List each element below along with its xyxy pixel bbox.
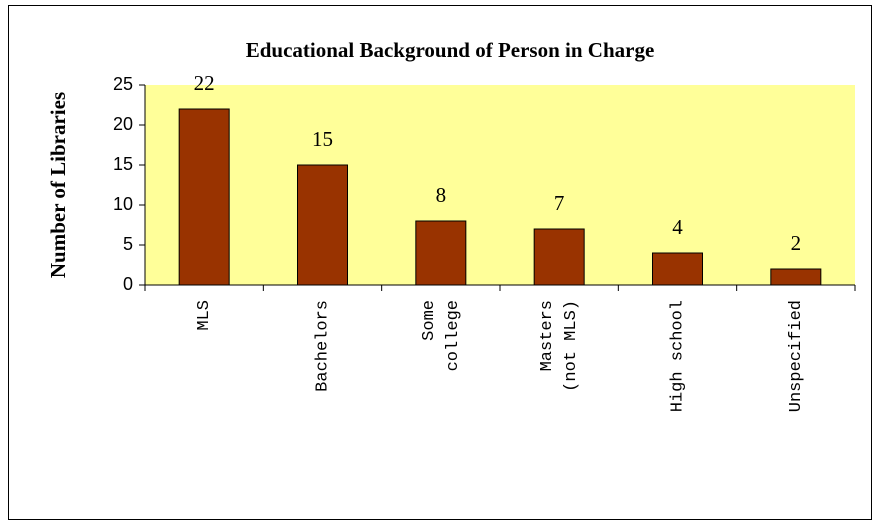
y-label-clip: Number of Libraries	[46, 92, 70, 278]
y-tick-label: 10	[113, 194, 133, 214]
y-tick-label: 15	[113, 154, 133, 174]
value-label: 7	[554, 191, 565, 215]
value-label: 4	[672, 215, 683, 239]
bar	[178, 108, 230, 286]
x-tick-label-line: (not MLS)	[563, 300, 582, 392]
bar	[297, 164, 348, 286]
x-tick-label-line: Bachelors	[314, 300, 333, 392]
x-tick-label: Some college	[420, 300, 463, 371]
value-label: 22	[194, 71, 215, 95]
y-axis-label: Number of Libraries	[46, 92, 70, 278]
x-tick-label: MLS	[196, 300, 215, 331]
bar	[415, 220, 467, 286]
x-tick-label-line: Some	[420, 300, 439, 341]
y-tick-label: 0	[123, 274, 133, 294]
x-tick-label-line: MLS	[196, 300, 215, 331]
x-tick-label: Masters (not MLS)	[539, 300, 582, 392]
value-label: 2	[791, 231, 802, 255]
bar	[770, 268, 822, 286]
y-tick-label: 25	[113, 74, 133, 94]
value-label: 8	[436, 183, 447, 207]
x-tick-label-line: Masters	[539, 300, 558, 371]
x-tick-label-line: Unspecified	[787, 300, 806, 412]
x-tick-label: Unspecified	[787, 300, 806, 412]
x-tick-label: High school	[669, 300, 688, 412]
plot-area	[145, 85, 855, 285]
bar	[533, 228, 585, 286]
value-label: 15	[312, 127, 333, 151]
x-tick-label-line: college	[444, 300, 463, 371]
x-tick-label-line: High school	[669, 300, 688, 412]
y-tick-label: 5	[123, 234, 133, 254]
y-tick-label: 20	[113, 114, 133, 134]
bar	[652, 252, 703, 286]
chart-title: Educational Background of Person in Char…	[246, 38, 655, 62]
x-tick-label: Bachelors	[314, 300, 333, 392]
